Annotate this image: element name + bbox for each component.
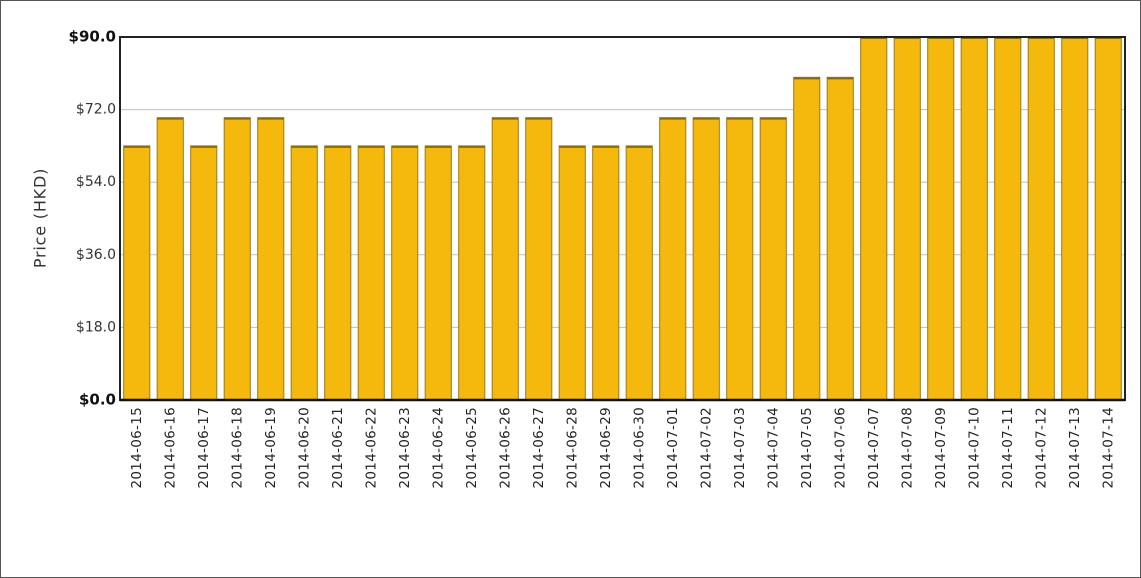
x-tick-label: 2014-07-06 xyxy=(832,407,848,488)
x-tick-label: 2014-06-23 xyxy=(397,407,413,488)
bar[interactable] xyxy=(893,36,921,401)
bar[interactable] xyxy=(257,117,285,401)
x-tick-label: 2014-06-16 xyxy=(162,407,178,488)
x-tick-label: 2014-06-28 xyxy=(564,407,580,488)
x-tick-label: 2014-06-26 xyxy=(497,407,513,488)
x-tick-label: 2014-07-11 xyxy=(1000,407,1016,488)
bar[interactable] xyxy=(324,145,352,401)
bar[interactable] xyxy=(290,145,318,401)
x-tick-label: 2014-06-30 xyxy=(631,407,647,488)
x-tick-label: 2014-07-05 xyxy=(799,407,815,488)
x-tick-labels: 2014-06-15 2014-06-16 2014-06-17 2014-06-18… xyxy=(129,407,1117,488)
x-tick-label: 2014-07-07 xyxy=(866,407,882,488)
x-tick-label: 2014-06-25 xyxy=(464,407,480,488)
y-tick-label: $54.0 xyxy=(76,174,116,190)
y-tick-labels: $0.0 $18.0 $36.0 $54.0 $72.0 $90.0 xyxy=(69,28,116,409)
y-tick-label: $36.0 xyxy=(76,247,116,263)
y-tick-label: $0.0 xyxy=(79,391,116,409)
bars-group xyxy=(123,36,1122,401)
x-tick-label: 2014-07-08 xyxy=(899,407,915,488)
bar[interactable] xyxy=(223,117,251,401)
x-tick-label: 2014-06-27 xyxy=(531,407,547,488)
bar[interactable] xyxy=(525,117,553,401)
x-tick-label: 2014-06-15 xyxy=(129,407,145,488)
bar[interactable] xyxy=(927,36,955,401)
x-tick-label: 2014-06-18 xyxy=(229,407,245,488)
bar[interactable] xyxy=(994,36,1022,401)
bar[interactable] xyxy=(458,145,486,401)
bar[interactable] xyxy=(592,145,620,401)
bar[interactable] xyxy=(391,145,419,401)
y-tick-label: $90.0 xyxy=(69,28,116,46)
bar[interactable] xyxy=(1061,36,1089,401)
x-tick-label: 2014-06-24 xyxy=(430,407,446,488)
bar[interactable] xyxy=(692,117,720,401)
y-axis-label: Price (HKD) xyxy=(31,168,50,268)
grid-lines xyxy=(120,109,1125,328)
x-tick-label: 2014-06-22 xyxy=(363,407,379,488)
bar[interactable] xyxy=(1094,36,1122,401)
bar[interactable] xyxy=(759,117,787,401)
x-tick-label: 2014-07-13 xyxy=(1067,407,1083,488)
bar[interactable] xyxy=(659,117,687,401)
bar[interactable] xyxy=(793,76,821,401)
x-tick-label: 2014-07-01 xyxy=(665,407,681,488)
bar[interactable] xyxy=(123,145,151,401)
bar[interactable] xyxy=(424,145,452,401)
y-tick-label: $72.0 xyxy=(76,102,116,118)
x-tick-label: 2014-07-10 xyxy=(966,407,982,488)
x-tick-label: 2014-06-20 xyxy=(296,407,312,488)
y-tick-label: $18.0 xyxy=(76,319,116,335)
bar[interactable] xyxy=(357,145,385,401)
bar[interactable] xyxy=(491,117,519,401)
x-tick-label: 2014-07-12 xyxy=(1033,407,1049,488)
bar[interactable] xyxy=(860,36,888,401)
bar[interactable] xyxy=(960,36,988,401)
axes xyxy=(119,36,1126,402)
bar[interactable] xyxy=(558,145,586,401)
x-tick-label: 2014-06-29 xyxy=(598,407,614,488)
bar[interactable] xyxy=(190,145,218,401)
x-tick-label: 2014-07-03 xyxy=(732,407,748,488)
bar[interactable] xyxy=(1027,36,1055,401)
bar[interactable] xyxy=(826,76,854,401)
bar[interactable] xyxy=(625,145,653,401)
x-tick-label: 2014-07-14 xyxy=(1100,407,1116,488)
bar[interactable] xyxy=(156,117,184,401)
bar[interactable] xyxy=(726,117,754,401)
x-tick-label: 2014-07-09 xyxy=(933,407,949,488)
x-tick-label: 2014-06-17 xyxy=(196,407,212,488)
x-tick-label: 2014-06-19 xyxy=(263,407,279,488)
x-tick-label: 2014-07-02 xyxy=(698,407,714,488)
x-tick-label: 2014-07-04 xyxy=(765,407,781,488)
x-tick-label: 2014-06-21 xyxy=(330,407,346,488)
